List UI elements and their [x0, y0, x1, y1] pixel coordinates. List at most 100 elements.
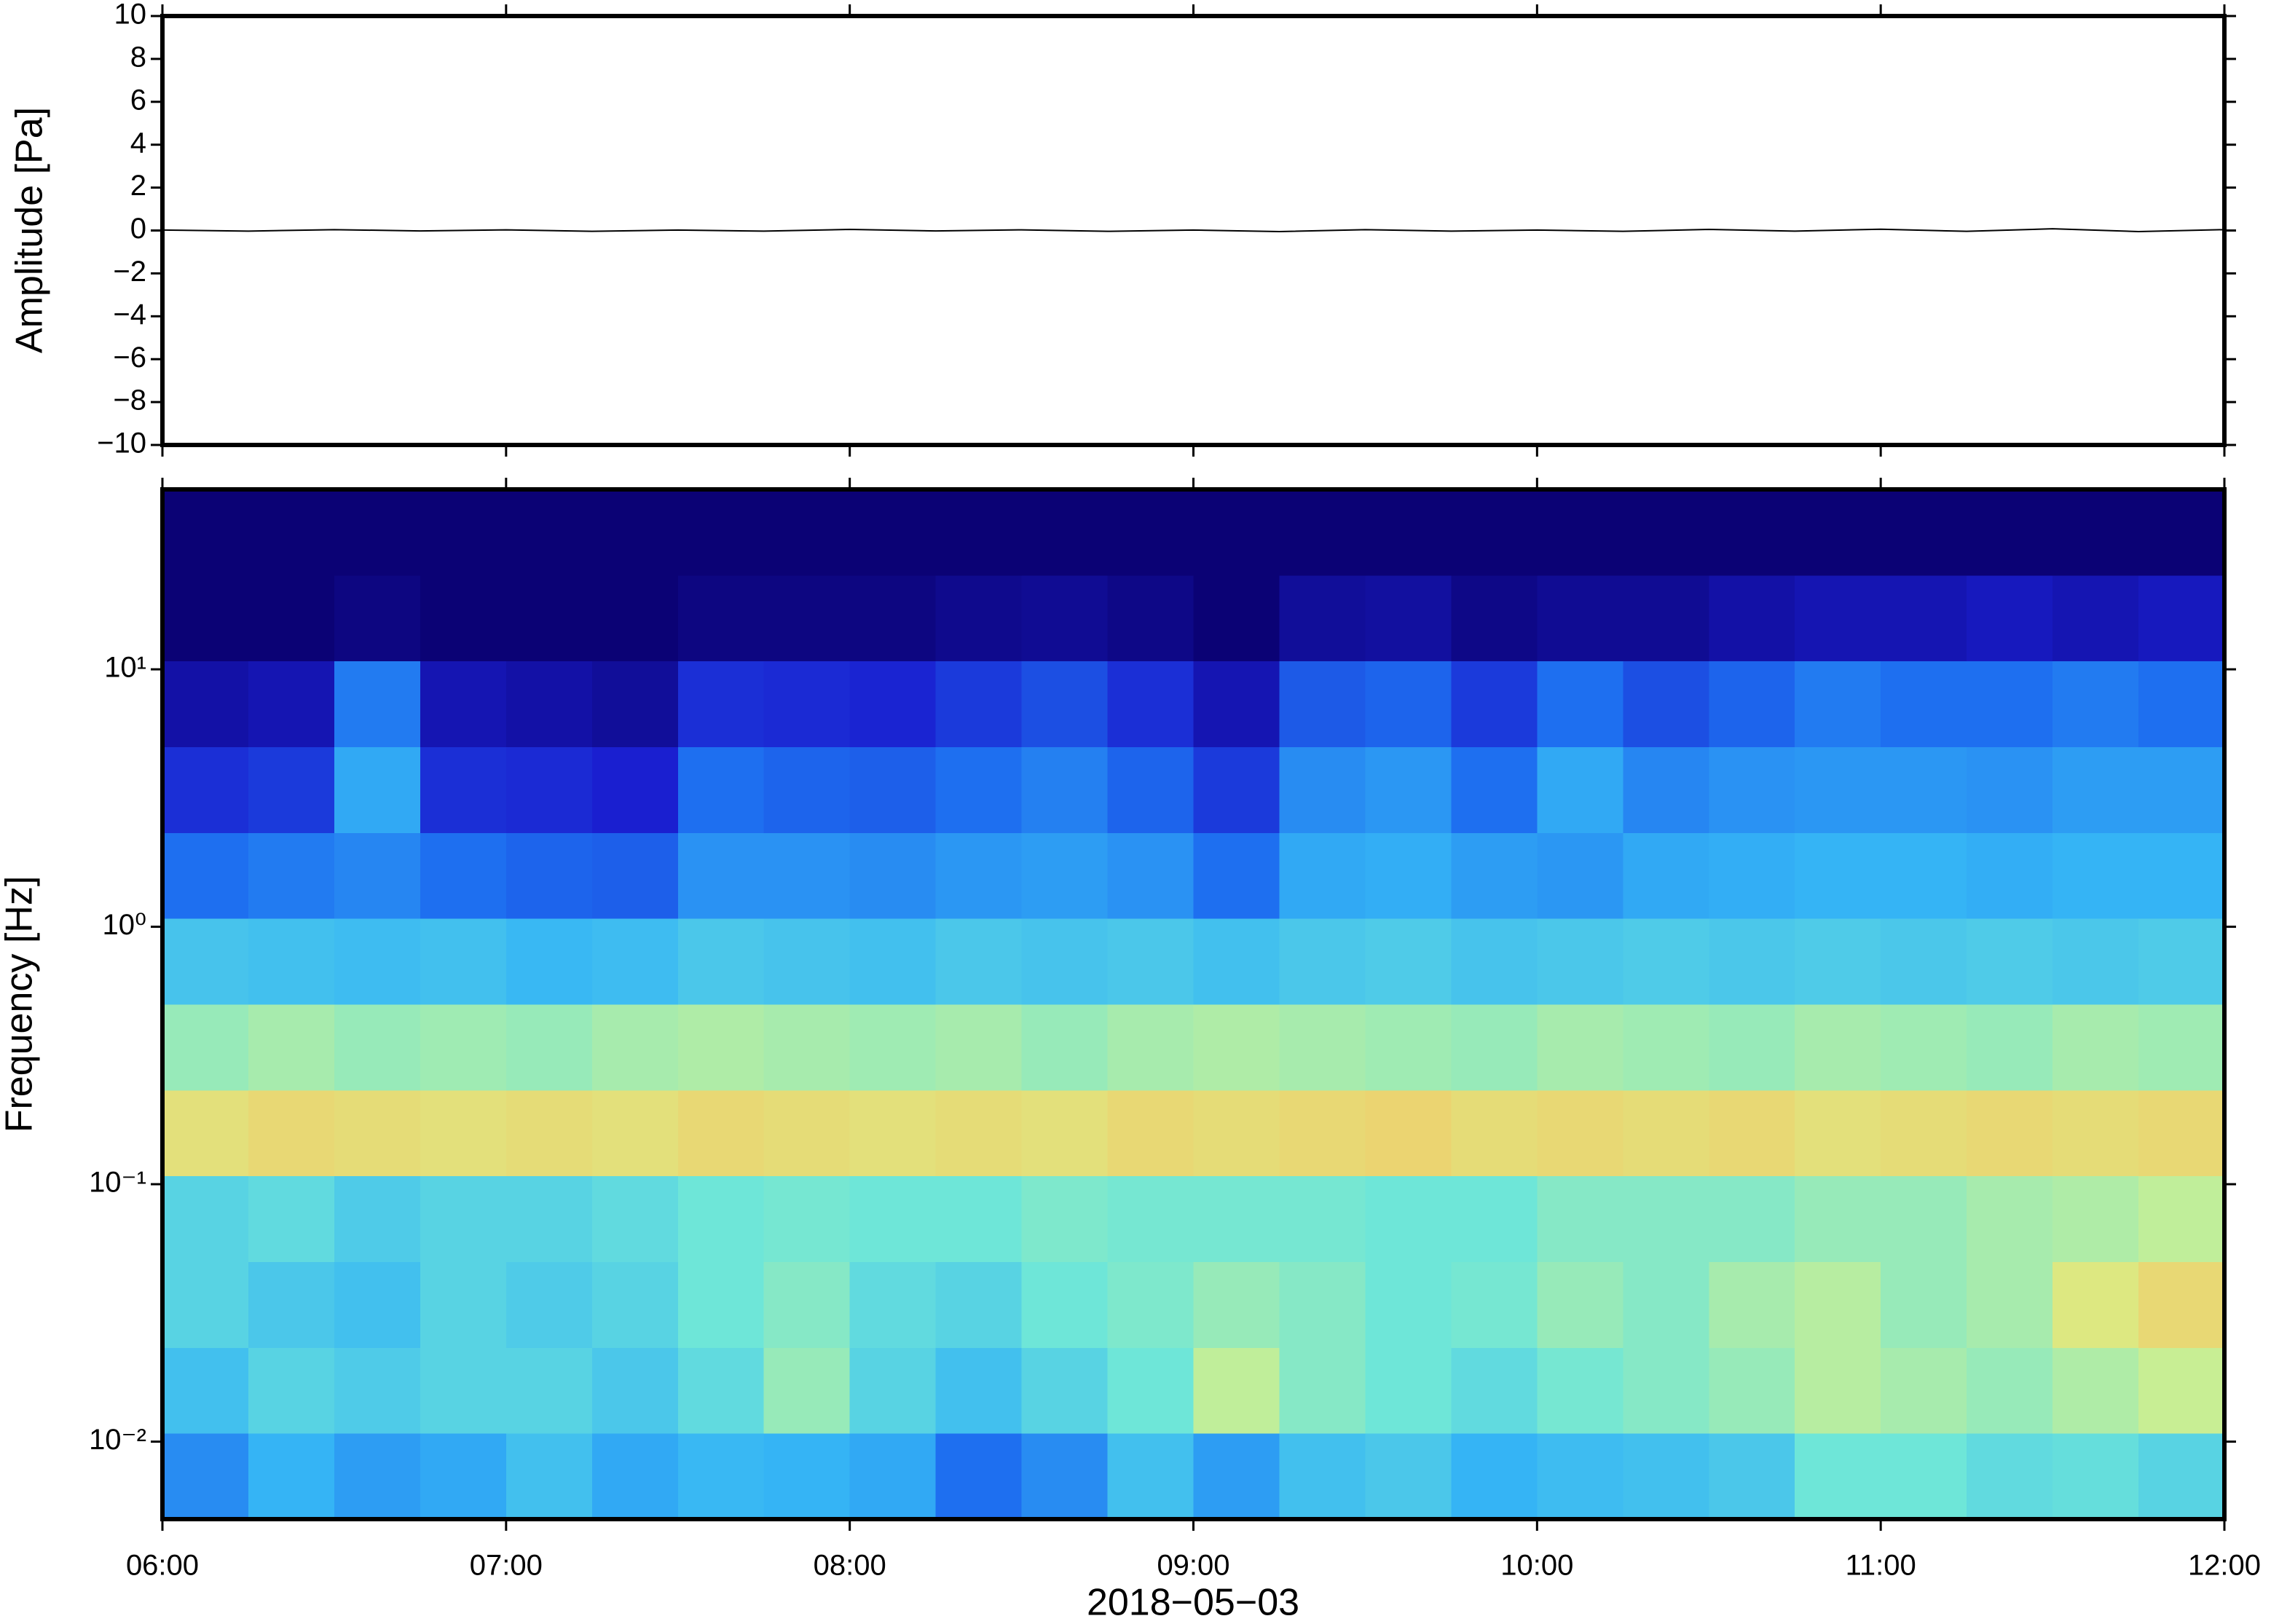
spectrogram-cell [763, 746, 851, 833]
spectrogram-cell [1021, 746, 1109, 833]
spectrogram-cell [1365, 832, 1452, 919]
spectrogram-cell [763, 1004, 851, 1091]
spectrogram-cell [763, 1175, 851, 1263]
spectrogram-cell [1623, 1089, 1709, 1176]
spectrogram-cell [248, 1175, 335, 1263]
spectrogram-cell [1365, 575, 1452, 661]
spectrogram-cell [1451, 1089, 1538, 1176]
spectrogram-cell [248, 1089, 335, 1176]
spectrogram-cell [849, 1347, 937, 1434]
spectrogram-cell [2138, 918, 2225, 1005]
y-tick-label: 2 [130, 170, 146, 202]
y-axis-label: Frequency [Hz] [0, 876, 41, 1133]
spectrogram-cell [2138, 661, 2225, 748]
spectrogram-cell [505, 746, 593, 833]
spectrogram-cell [1709, 1261, 1795, 1348]
spectrogram-cell [1021, 489, 1109, 576]
spectrogram-cell [763, 1432, 851, 1520]
spectrogram-cell [1107, 1004, 1194, 1091]
y-tick-label: 0 [130, 213, 146, 245]
spectrogram-cell [334, 575, 421, 661]
spectrogram-cell [1709, 1347, 1795, 1434]
spectrogram-cell [505, 1261, 593, 1348]
spectrogram-cell [1623, 1432, 1709, 1520]
spectrogram-cell [935, 1004, 1023, 1091]
spectrogram-cell [1021, 1432, 1109, 1520]
spectrogram-cell [935, 746, 1023, 833]
spectrogram-cell [334, 1432, 421, 1520]
spectrogram-cell [935, 489, 1023, 576]
spectrogram-cell [1967, 575, 2053, 661]
spectrogram-cell [420, 1261, 507, 1348]
spectrogram-cell [2052, 1004, 2139, 1091]
spectrogram-cell [248, 575, 335, 661]
spectrogram-cell [1107, 661, 1194, 748]
spectrogram-cell [935, 1347, 1023, 1434]
spectrogram-cell [1709, 746, 1795, 833]
spectrogram-cell [1193, 661, 1280, 748]
spectrogram-cell [334, 832, 421, 919]
spectrogram-cell [505, 1004, 593, 1091]
spectrogram-cell [2138, 575, 2225, 661]
spectrogram-cell [1107, 575, 1194, 661]
spectrogram-cell [677, 918, 765, 1005]
x-tick-label: 10:00 [1500, 1550, 1573, 1582]
spectrogram-cell [1709, 489, 1795, 576]
spectrogram-cell [1193, 918, 1280, 1005]
x-axis-label: 2018−05−03 [1087, 1582, 1299, 1624]
spectrogram-cell [1709, 918, 1795, 1005]
spectrogram-cell [849, 1089, 937, 1176]
spectrogram-cell [1193, 832, 1280, 919]
spectrogram-cell [162, 1432, 249, 1520]
spectrogram-cell [1795, 1261, 1881, 1348]
spectrogram-cell [1107, 1089, 1194, 1176]
spectrogram-cell [1623, 661, 1709, 748]
spectrogram-cell [1451, 1261, 1538, 1348]
spectrogram-cell [1107, 489, 1194, 576]
spectrogram-cell [1451, 1175, 1538, 1263]
spectrogram-cell [1537, 575, 1623, 661]
spectrogram-cell [1365, 1261, 1452, 1348]
spectrogram-cell [2052, 1261, 2139, 1348]
spectrogram-cell [162, 1004, 249, 1091]
spectrogram-cell [1537, 918, 1623, 1005]
spectrogram-cell [849, 746, 937, 833]
spectrogram-cell [849, 1261, 937, 1348]
spectrogram-cell [1451, 1004, 1538, 1091]
spectrogram-cell [1107, 1175, 1194, 1263]
spectrogram-cell [763, 832, 851, 919]
spectrogram-cell [935, 1175, 1023, 1263]
x-tick-label: 06:00 [126, 1550, 199, 1582]
spectrogram-cell [1451, 661, 1538, 748]
spectrogram-cell [420, 1432, 507, 1520]
spectrogram-cell [162, 832, 249, 919]
spectrogram-cell [248, 1432, 335, 1520]
spectrogram-cell [1795, 1175, 1881, 1263]
x-tick-label: 07:00 [470, 1550, 543, 1582]
spectrogram-cell [334, 1347, 421, 1434]
spectrogram-cell [1881, 1004, 1967, 1091]
spectrogram-cell [1537, 489, 1623, 576]
spectrogram-cell [1279, 489, 1366, 576]
spectrogram-cell [591, 1432, 679, 1520]
spectrogram-cell [677, 746, 765, 833]
spectrogram-cell [505, 832, 593, 919]
y-tick-label: 4 [130, 127, 146, 159]
spectrogram-cell [1881, 1347, 1967, 1434]
x-tick-label: 09:00 [1157, 1550, 1229, 1582]
spectrogram-cell [162, 1175, 249, 1263]
spectrogram-cell [763, 918, 851, 1005]
spectrogram-cell [1967, 661, 2053, 748]
spectrogram-cell [2052, 489, 2139, 576]
spectrogram-cell [1279, 1004, 1366, 1091]
spectrogram-cell [1107, 1347, 1194, 1434]
spectrogram-cell [248, 1004, 335, 1091]
spectrogram-cell [248, 918, 335, 1005]
y-tick-label: −8 [113, 385, 146, 417]
spectrogram-cell [849, 661, 937, 748]
spectrogram-cell [591, 1175, 679, 1263]
spectrogram-cell [1279, 661, 1366, 748]
spectrogram-cell [763, 1347, 851, 1434]
spectrogram-cell [1967, 746, 2053, 833]
